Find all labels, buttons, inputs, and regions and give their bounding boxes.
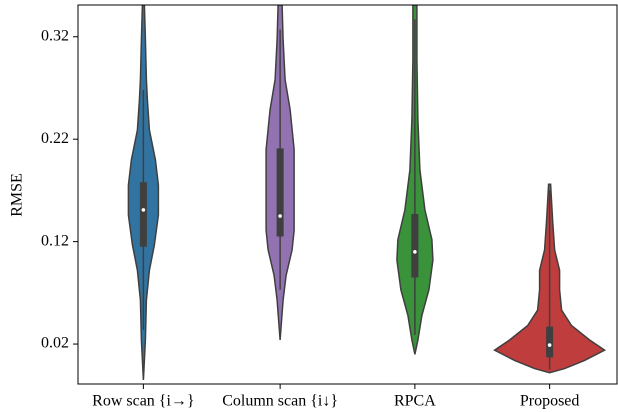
- x-tick-label: Row scan {i→}: [92, 393, 194, 410]
- iqr-box: [139, 182, 147, 247]
- x-tick-label: RPCA: [394, 393, 436, 410]
- median: [413, 250, 417, 254]
- median: [278, 214, 282, 218]
- y-axis-label: RMSE: [9, 173, 26, 217]
- iqr-box: [546, 326, 554, 358]
- plot-area: [127, 5, 607, 380]
- y-tick-label: 0.12: [41, 232, 69, 249]
- y-tick-label: 0.02: [41, 335, 69, 352]
- axes-frame: [77, 4, 618, 385]
- iqr-box: [276, 148, 284, 237]
- y-tick-label: 0.22: [41, 130, 69, 147]
- median: [141, 208, 146, 212]
- y-tick-label: 0.32: [41, 27, 69, 44]
- x-tick-label: Column scan {i↓}: [222, 393, 338, 410]
- median: [547, 343, 552, 347]
- x-tick-label: Proposed: [520, 393, 580, 410]
- iqr-box: [411, 213, 419, 278]
